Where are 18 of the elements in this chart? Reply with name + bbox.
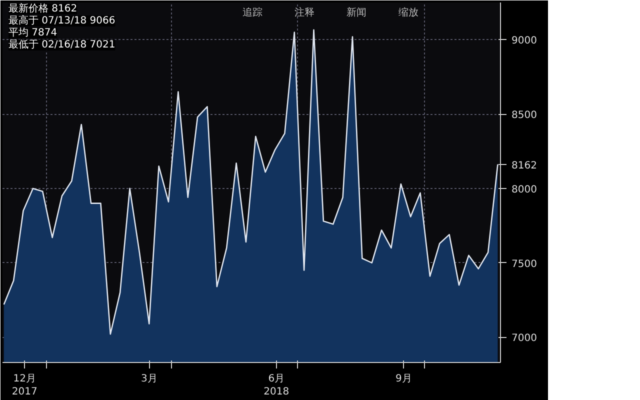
annotation: 最新价格 8162 (8, 2, 78, 14)
x-tick-label: 6月 2018 (264, 374, 290, 398)
y-tick-label: 7500 (512, 258, 537, 270)
x-tick-label: 12月 2017 (12, 374, 38, 398)
annotation: 追踪 (242, 6, 262, 18)
y-tick-label: 7000 (512, 333, 537, 344)
y-tick-label: 8000 (512, 184, 537, 196)
x-tick-label: 3月 (140, 374, 158, 384)
annotation: 最低于 02/16/18 7021 (8, 40, 116, 50)
annotation: 新闻 (346, 6, 366, 18)
y-tick-label: 8162 (512, 160, 537, 172)
annotation: 平均 7874 (8, 26, 58, 38)
annotation: 最高于 07/13/18 9066 (8, 14, 116, 26)
annotation: 注释 (294, 6, 314, 18)
x-tick-label: 9月 (395, 374, 412, 384)
y-tick-label: 9000 (512, 36, 537, 47)
annotation: 缩放 (398, 6, 418, 18)
y-tick-label: 8500 (512, 110, 537, 122)
